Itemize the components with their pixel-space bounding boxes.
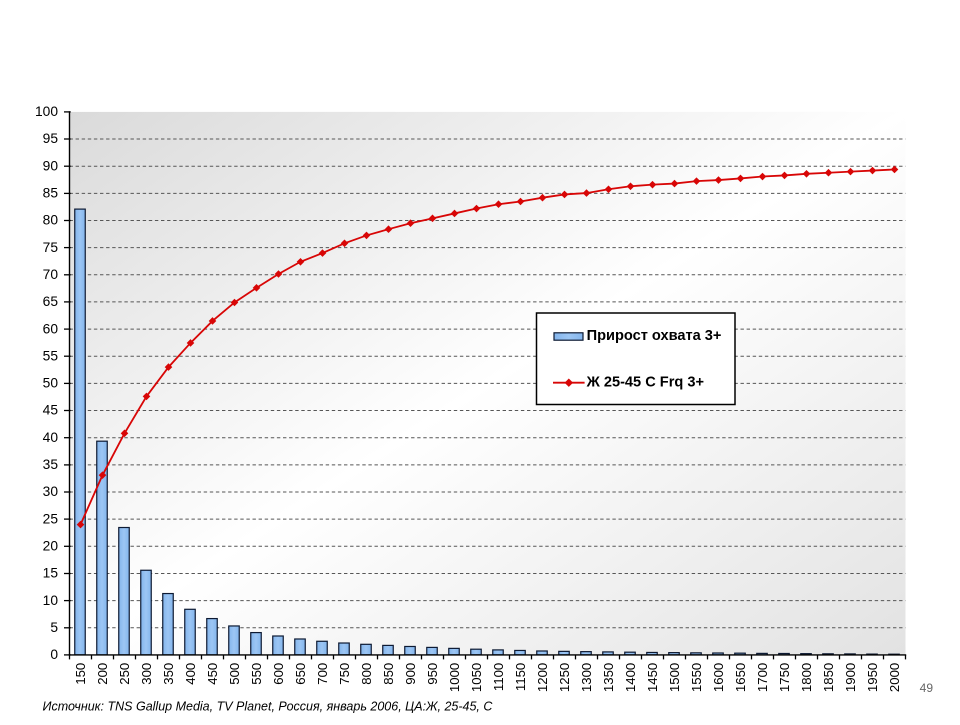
svg-text:1300: 1300 xyxy=(579,663,594,692)
svg-text:1800: 1800 xyxy=(799,663,814,692)
svg-text:50: 50 xyxy=(43,376,59,391)
svg-text:45: 45 xyxy=(43,403,59,418)
svg-text:1950: 1950 xyxy=(865,663,880,692)
svg-text:700: 700 xyxy=(315,663,330,685)
svg-text:1150: 1150 xyxy=(513,663,528,691)
svg-text:0: 0 xyxy=(50,647,58,662)
svg-text:75: 75 xyxy=(43,240,59,255)
svg-text:1200: 1200 xyxy=(535,663,550,692)
svg-text:500: 500 xyxy=(227,663,242,685)
svg-text:10: 10 xyxy=(43,593,59,608)
svg-text:1400: 1400 xyxy=(623,663,638,692)
svg-text:Источник: TNS Gallup Media, TV: Источник: TNS Gallup Media, TV Planet, Р… xyxy=(43,700,494,714)
svg-text:400: 400 xyxy=(183,663,198,685)
svg-text:650: 650 xyxy=(293,663,308,685)
svg-text:350: 350 xyxy=(161,663,176,685)
svg-text:90: 90 xyxy=(43,158,59,173)
svg-text:200: 200 xyxy=(95,663,110,685)
svg-text:1100: 1100 xyxy=(491,663,506,691)
svg-text:800: 800 xyxy=(359,663,374,685)
svg-text:95: 95 xyxy=(43,131,59,146)
svg-text:300: 300 xyxy=(139,663,154,685)
svg-text:2000: 2000 xyxy=(887,663,902,692)
svg-text:1050: 1050 xyxy=(469,663,484,692)
svg-text:1250: 1250 xyxy=(557,663,572,692)
svg-text:1000: 1000 xyxy=(447,663,462,692)
svg-text:950: 950 xyxy=(425,663,440,685)
svg-text:Ж 25-45 С Frq 3+: Ж 25-45 С Frq 3+ xyxy=(586,375,704,391)
svg-text:1600: 1600 xyxy=(711,663,726,692)
svg-text:250: 250 xyxy=(117,663,132,685)
svg-text:1550: 1550 xyxy=(689,663,704,692)
svg-text:1750: 1750 xyxy=(777,663,792,692)
svg-text:1850: 1850 xyxy=(821,663,836,692)
svg-text:80: 80 xyxy=(43,213,59,228)
svg-text:40: 40 xyxy=(43,430,59,445)
svg-text:600: 600 xyxy=(271,663,286,685)
svg-text:1900: 1900 xyxy=(843,663,858,692)
svg-text:1350: 1350 xyxy=(601,663,616,692)
svg-text:1450: 1450 xyxy=(645,663,660,692)
svg-text:25: 25 xyxy=(43,511,59,526)
svg-text:15: 15 xyxy=(43,566,59,581)
svg-text:850: 850 xyxy=(381,663,396,685)
svg-text:100: 100 xyxy=(35,104,58,119)
svg-text:1650: 1650 xyxy=(733,663,748,692)
svg-text:70: 70 xyxy=(43,267,59,282)
svg-text:20: 20 xyxy=(43,539,59,554)
svg-text:1500: 1500 xyxy=(667,663,682,692)
svg-text:5: 5 xyxy=(50,620,58,635)
svg-text:Прирост охвата 3+: Прирост охвата 3+ xyxy=(587,328,722,344)
svg-text:30: 30 xyxy=(43,484,59,499)
svg-text:55: 55 xyxy=(43,348,59,363)
svg-text:450: 450 xyxy=(205,663,220,685)
svg-text:1700: 1700 xyxy=(755,663,770,692)
svg-text:35: 35 xyxy=(43,457,59,472)
svg-text:900: 900 xyxy=(403,663,418,685)
svg-text:49: 49 xyxy=(920,681,934,695)
svg-text:60: 60 xyxy=(43,321,59,336)
svg-text:150: 150 xyxy=(73,663,88,685)
svg-text:750: 750 xyxy=(337,663,352,685)
svg-text:85: 85 xyxy=(43,186,59,201)
svg-text:550: 550 xyxy=(249,663,264,685)
svg-text:65: 65 xyxy=(43,294,59,309)
